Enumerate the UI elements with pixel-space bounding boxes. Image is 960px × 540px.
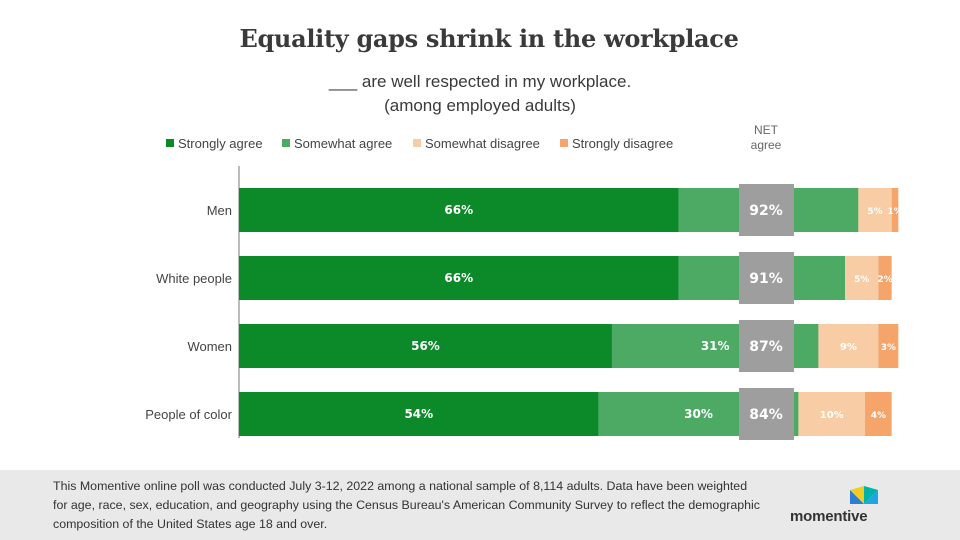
data-label-strongly-agree: 56% xyxy=(411,339,440,353)
category-label: White people xyxy=(156,271,232,286)
chart-title: Equality gaps shrink in the workplace xyxy=(239,24,739,53)
net-agree-value: 84% xyxy=(749,407,783,423)
bar-somewhat-disagree xyxy=(845,256,879,300)
net-agree-value: 91% xyxy=(749,271,783,287)
methodology-note: This Momentive online poll was conducted… xyxy=(53,479,760,531)
net-agree-header: NET xyxy=(754,123,779,137)
legend-swatch-somewhat-agree xyxy=(282,139,290,147)
net-agree-box xyxy=(739,184,794,236)
logo-wordmark: momentive xyxy=(790,508,868,525)
category-label: People of color xyxy=(145,407,232,422)
momentive-logo: momentive xyxy=(790,486,890,526)
legend-swatch-strongly-disagree xyxy=(560,139,568,147)
net-agree-box xyxy=(739,252,794,304)
data-label-strongly-disagree: 2% xyxy=(877,275,892,285)
bar-strongly-disagree xyxy=(878,324,899,368)
data-label-strongly-disagree: 4% xyxy=(871,411,886,421)
stacked-bar-chart: Strongly agree Somewhat agree Somewhat dis… xyxy=(145,123,902,440)
net-agree-header: agree xyxy=(751,138,782,152)
footer: This Momentive online poll was conducted… xyxy=(0,470,960,540)
chart-subtitle: ___ are well respected in my workplace. xyxy=(328,72,632,91)
legend-label-somewhat-disagree: Somewhat disagree xyxy=(425,136,540,151)
bar-strongly-agree xyxy=(239,256,679,300)
data-label-strongly-disagree: 3% xyxy=(881,343,896,353)
net-agree-box xyxy=(739,320,794,372)
legend-label-strongly-agree: Strongly agree xyxy=(178,136,263,151)
bar-somewhat-disagree xyxy=(798,392,866,436)
category-label: Women xyxy=(187,339,232,354)
bar-somewhat-disagree xyxy=(858,188,892,232)
legend-swatch-strongly-agree xyxy=(166,139,174,147)
net-agree-value: 92% xyxy=(749,203,783,219)
bar-strongly-agree xyxy=(239,324,612,368)
bar-strongly-disagree xyxy=(865,392,892,436)
data-label-somewhat-disagree: 10% xyxy=(820,410,844,421)
bar-strongly-disagree xyxy=(891,188,899,232)
data-label-somewhat-disagree: 5% xyxy=(867,207,882,217)
data-label-strongly-agree: 54% xyxy=(404,407,433,421)
net-agree-value: 87% xyxy=(749,339,783,355)
chart-subtitle-population: (among employed adults) xyxy=(384,96,576,115)
data-label-strongly-disagree: 1% xyxy=(887,207,902,217)
legend-label-somewhat-agree: Somewhat agree xyxy=(294,136,392,151)
bar-somewhat-disagree xyxy=(818,324,879,368)
data-label-somewhat-agree: 31% xyxy=(701,339,730,353)
bar-strongly-agree xyxy=(239,392,599,436)
legend-label-strongly-disagree: Strongly disagree xyxy=(572,136,673,151)
net-agree-box xyxy=(739,388,794,440)
data-label-strongly-agree: 66% xyxy=(444,203,473,217)
data-label-somewhat-disagree: 9% xyxy=(840,342,857,353)
legend-swatch-somewhat-disagree xyxy=(413,139,421,147)
momentive-logo-icon xyxy=(850,486,878,504)
bar-strongly-agree xyxy=(239,188,679,232)
data-label-strongly-agree: 66% xyxy=(444,271,473,285)
bar-strongly-disagree xyxy=(878,256,892,300)
category-label: Men xyxy=(207,203,232,218)
data-label-somewhat-disagree: 5% xyxy=(854,275,869,285)
data-label-somewhat-agree: 30% xyxy=(684,407,713,421)
